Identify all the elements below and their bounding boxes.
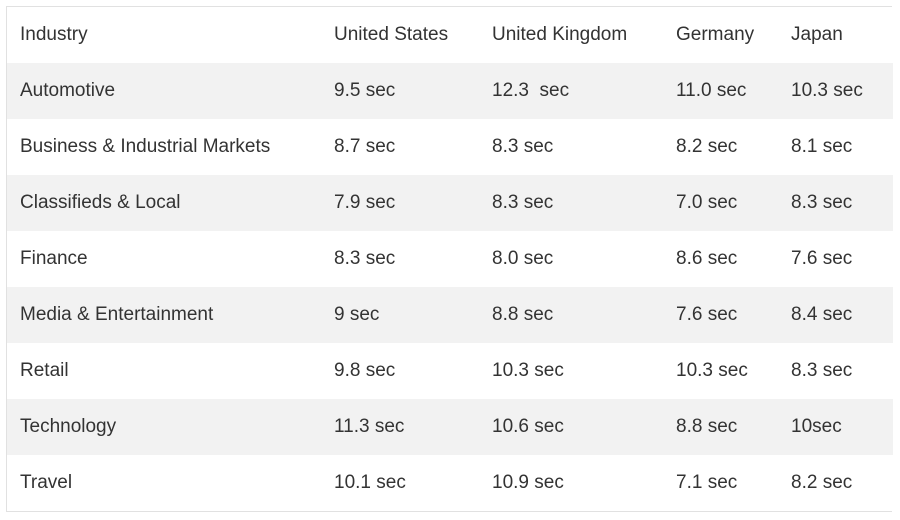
value-cell: 9 sec xyxy=(334,304,380,325)
table-row: Business & Industrial Markets 8.7 sec 8.… xyxy=(7,119,893,175)
header-cell-united-states: United States xyxy=(334,24,449,45)
table-row: Travel 10.1 sec 10.9 sec 7.1 sec 8.2 sec xyxy=(7,455,893,511)
value-cell: 8.3 sec xyxy=(791,360,853,381)
table-row: Technology 11.3 sec 10.6 sec 8.8 sec 10s… xyxy=(7,399,893,455)
value-cell: 7.9 sec xyxy=(334,192,396,213)
value-cell: 8.3 sec xyxy=(492,136,554,157)
value-cell: 8.7 sec xyxy=(334,136,396,157)
value-cell: 7.1 sec xyxy=(676,472,738,493)
table-row: Media & Entertainment 9 sec 8.8 sec 7.6 … xyxy=(7,287,893,343)
industry-cell: Retail xyxy=(20,360,69,381)
data-table: Industry United States United Kingdom Ge… xyxy=(7,7,893,511)
value-cell: 8.3 sec xyxy=(791,192,853,213)
value-cell: 8.2 sec xyxy=(676,136,738,157)
table-body: Automotive 9.5 sec 12.3 sec 11.0 sec 10.… xyxy=(7,63,893,511)
value-cell: 11.0 sec xyxy=(676,80,747,101)
value-cell: 7.6 sec xyxy=(791,248,853,269)
value-cell: 8.3 sec xyxy=(492,192,554,213)
value-cell: 7.6 sec xyxy=(676,304,738,325)
value-cell: 11.3 sec xyxy=(334,416,405,437)
value-cell: 10.3 sec xyxy=(676,360,748,381)
value-cell: 10.6 sec xyxy=(492,416,564,437)
table-header: Industry United States United Kingdom Ge… xyxy=(7,7,893,63)
value-cell: 8.2 sec xyxy=(791,472,853,493)
header-row: Industry United States United Kingdom Ge… xyxy=(7,7,893,63)
value-cell: 10.3 sec xyxy=(492,360,564,381)
value-cell: 8.3 sec xyxy=(334,248,396,269)
value-cell: 10.9 sec xyxy=(492,472,564,493)
data-table-container: Industry United States United Kingdom Ge… xyxy=(6,6,893,512)
value-cell: 12.3 sec xyxy=(492,80,570,101)
industry-cell: Media & Entertainment xyxy=(20,304,214,325)
value-cell: 9.8 sec xyxy=(334,360,396,381)
header-cell-germany: Germany xyxy=(676,24,755,45)
table-row: Classifieds & Local 7.9 sec 8.3 sec 7.0 … xyxy=(7,175,893,231)
value-cell: 8.4 sec xyxy=(791,304,853,325)
header-cell-united-kingdom: United Kingdom xyxy=(492,24,628,45)
table-row: Finance 8.3 sec 8.0 sec 8.6 sec 7.6 sec xyxy=(7,231,893,287)
industry-cell: Technology xyxy=(20,416,117,437)
industry-cell: Automotive xyxy=(20,80,116,101)
value-cell: 8.6 sec xyxy=(676,248,738,269)
header-cell-japan: Japan xyxy=(791,24,843,45)
table-row: Retail 9.8 sec 10.3 sec 10.3 sec 8.3 sec xyxy=(7,343,893,399)
value-cell: 8.1 sec xyxy=(791,136,853,157)
value-cell: 10.3 sec xyxy=(791,80,863,101)
value-cell: 9.5 sec xyxy=(334,80,396,101)
value-cell: 8.8 sec xyxy=(492,304,554,325)
header-cell-industry: Industry xyxy=(20,24,88,45)
industry-cell: Business & Industrial Markets xyxy=(20,136,271,157)
value-cell: 10sec xyxy=(791,416,842,437)
value-cell: 7.0 sec xyxy=(676,192,738,213)
value-cell: 10.1 sec xyxy=(334,472,406,493)
table-row: Automotive 9.5 sec 12.3 sec 11.0 sec 10.… xyxy=(7,63,893,119)
industry-cell: Finance xyxy=(20,248,88,269)
industry-cell: Classifieds & Local xyxy=(20,192,181,213)
value-cell: 8.0 sec xyxy=(492,248,554,269)
value-cell: 8.8 sec xyxy=(676,416,738,437)
industry-cell: Travel xyxy=(20,472,73,493)
